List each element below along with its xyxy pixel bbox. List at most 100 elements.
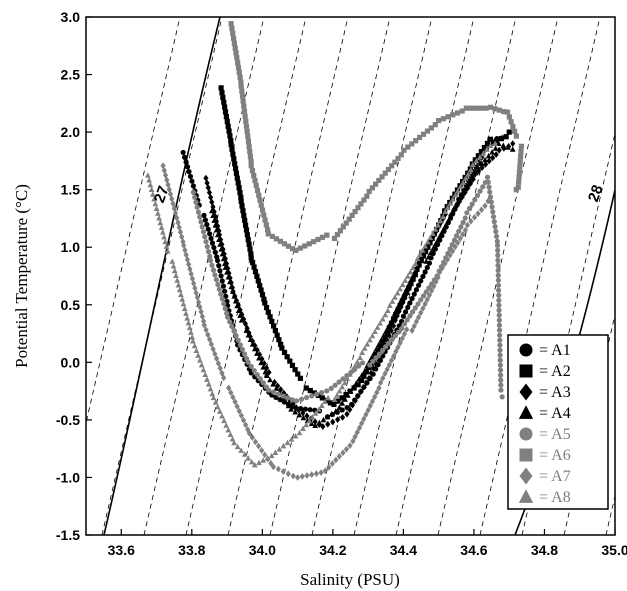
data-point-A8: [268, 452, 275, 459]
data-point-A7: [230, 393, 236, 401]
data-point-A8: [170, 263, 177, 269]
data-point-A7: [418, 309, 424, 317]
data-point-A6: [230, 30, 236, 36]
data-point-A2: [425, 244, 431, 250]
data-point-A3: [339, 413, 346, 421]
data-point-A7: [382, 370, 388, 378]
data-point-A6: [249, 168, 256, 174]
data-point-A8: [417, 251, 423, 257]
data-point-A5: [383, 344, 389, 350]
data-point-A7: [475, 210, 481, 217]
data-point-A6: [516, 169, 523, 175]
data-point-A1: [211, 245, 217, 251]
data-point-A8: [336, 388, 343, 394]
data-point-A7: [336, 453, 342, 460]
data-point-A4: [210, 212, 216, 219]
data-point-A2: [223, 114, 229, 120]
data-point-A5: [495, 277, 501, 283]
x-tick-label: 34.8: [531, 542, 558, 558]
data-point-A8: [216, 408, 223, 414]
data-point-A7: [309, 471, 315, 478]
data-point-A6: [454, 110, 461, 116]
data-point-A1: [187, 173, 194, 180]
data-point-A8: [260, 457, 267, 463]
data-point-A4: [256, 355, 262, 361]
data-point-A7: [356, 424, 363, 432]
data-point-A5: [497, 352, 503, 358]
data-point-A8: [214, 403, 221, 410]
data-point-A8: [296, 429, 303, 436]
data-point-A6: [248, 159, 254, 165]
data-point-A8: [322, 398, 328, 405]
data-point-A8: [349, 367, 356, 373]
data-point-A2: [307, 387, 313, 394]
data-point-A5: [493, 228, 499, 235]
data-point-A3: [475, 167, 482, 175]
data-point-A8: [221, 417, 227, 424]
y-axis-title: Potential Temperature (°C): [12, 184, 31, 368]
data-point-A8: [148, 186, 155, 193]
data-point-A8: [300, 425, 306, 432]
data-point-A3: [496, 146, 502, 154]
data-point-A8: [352, 362, 358, 369]
data-point-A8: [154, 210, 161, 216]
data-point-A5: [477, 188, 483, 194]
data-point-A7: [442, 260, 448, 268]
data-point-A5: [496, 327, 503, 333]
data-point-A6: [244, 128, 250, 134]
isopycnal-line-8: [395, 17, 517, 535]
data-point-A1: [201, 212, 207, 218]
data-point-A6: [420, 131, 427, 137]
data-point-A6: [331, 235, 338, 242]
data-point-A7: [234, 403, 240, 410]
data-point-A7: [374, 389, 380, 396]
legend-entry-A1: = A1: [539, 342, 571, 359]
data-point-A7: [380, 374, 386, 382]
data-point-A8: [171, 267, 178, 274]
data-point-A7: [210, 345, 216, 353]
data-point-A8: [460, 179, 466, 185]
data-point-A5: [499, 394, 505, 400]
data-point-A8: [158, 224, 165, 230]
data-point-A3: [373, 360, 379, 367]
data-point-A4: [459, 192, 465, 198]
data-point-A8: [492, 140, 498, 146]
data-point-A1: [400, 313, 406, 319]
data-point-A5: [401, 321, 408, 327]
data-point-A2: [238, 194, 244, 200]
data-point-A6: [324, 232, 330, 238]
data-point-A8: [151, 196, 157, 202]
y-tick-label: 3.0: [61, 9, 81, 25]
data-point-A7: [212, 350, 218, 358]
data-point-A5: [494, 238, 500, 244]
data-point-A4: [222, 264, 229, 270]
data-point-A8: [402, 277, 409, 283]
data-point-A5: [195, 209, 202, 215]
data-point-A4: [254, 350, 260, 356]
data-point-A8: [212, 399, 219, 405]
data-point-A4: [407, 279, 413, 285]
data-point-A8: [407, 269, 414, 275]
data-point-A4: [320, 416, 327, 423]
data-point-A8: [264, 455, 271, 461]
data-point-A5: [235, 337, 241, 343]
data-point-A6: [247, 153, 254, 160]
data-point-A6: [306, 241, 312, 247]
data-point-A2: [244, 232, 250, 238]
data-point-A2: [265, 309, 271, 315]
data-point-A3: [368, 369, 374, 377]
data-point-A5: [415, 301, 421, 307]
data-point-A2: [232, 161, 238, 167]
data-point-A8: [147, 181, 154, 188]
data-point-A8: [164, 248, 171, 254]
data-point-A8: [447, 200, 454, 206]
data-point-A8: [159, 229, 166, 235]
isopycnal-line-4: [227, 17, 349, 535]
data-point-A5: [229, 323, 235, 329]
data-point-A4: [324, 413, 331, 420]
data-point-A2: [233, 170, 240, 176]
data-point-A7: [290, 472, 296, 480]
data-point-A4: [417, 257, 424, 263]
data-point-A5: [222, 305, 228, 312]
data-point-A2: [281, 349, 288, 356]
